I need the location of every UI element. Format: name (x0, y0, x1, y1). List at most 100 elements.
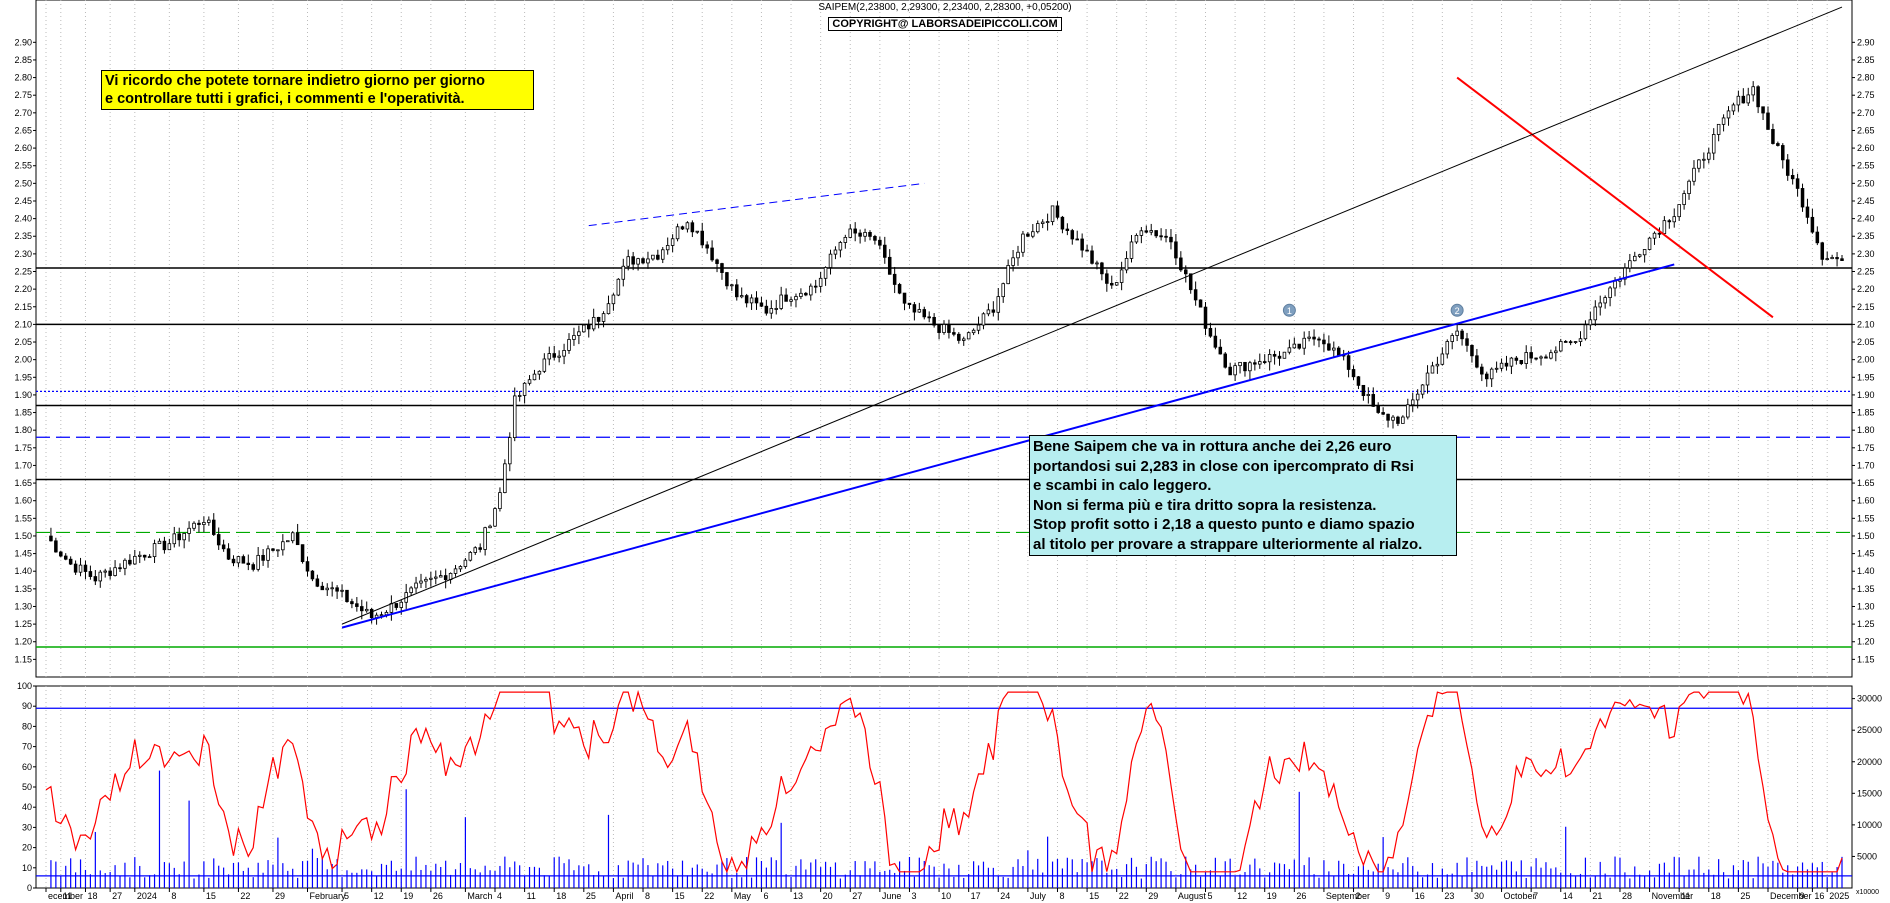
rsi-tick-label: 60 (22, 762, 32, 772)
candle-body (1484, 373, 1489, 380)
candle-body (1623, 267, 1627, 280)
candle-body (927, 316, 931, 319)
x-tick-label: 13 (793, 891, 803, 901)
x-tick-label: 22 (1119, 891, 1129, 901)
candle-body (108, 570, 112, 576)
x-tick-label: 25 (586, 891, 596, 901)
x-tick-label: 5 (344, 891, 349, 901)
candle-body (1539, 356, 1543, 359)
candle-body (1470, 344, 1474, 357)
candle-body (537, 370, 542, 375)
x-tick-label: 18 (87, 891, 97, 901)
candle-body (567, 339, 571, 351)
candle-body (1016, 251, 1020, 259)
candle-body (833, 249, 838, 255)
candle-body (848, 228, 853, 238)
candle-body (971, 329, 976, 334)
candle-body (1085, 249, 1089, 252)
candle-body (295, 532, 300, 546)
candle-body (1100, 262, 1104, 275)
candle-body (1011, 257, 1015, 266)
candle-body (286, 540, 290, 543)
x-tick-label: August (1178, 891, 1207, 901)
candle-body (1174, 241, 1178, 259)
rsi-tick-label: 40 (22, 802, 32, 812)
candle-body (1771, 129, 1775, 144)
candle-body (1652, 232, 1657, 239)
candle-body (818, 277, 823, 287)
x-tick-label: 15 (675, 891, 685, 901)
candle-body (1460, 330, 1464, 340)
price-tick-label-right: 1.25 (1857, 619, 1875, 629)
candle-body (1475, 355, 1479, 368)
candle-body (305, 561, 310, 572)
candle-body (764, 305, 769, 314)
candle-body (473, 547, 478, 553)
candle-body (483, 527, 487, 550)
candle-body (957, 333, 961, 341)
candle-body (744, 295, 749, 304)
candle-body (1687, 180, 1691, 194)
rsi-tick-label: 90 (22, 701, 32, 711)
candle-body (508, 437, 512, 465)
candle-body (1692, 167, 1696, 182)
candle-body (917, 309, 922, 313)
candle-body (784, 294, 788, 302)
candle-body (300, 544, 305, 563)
candle-body (1613, 280, 1617, 289)
candle-body (591, 316, 596, 330)
candle-body (769, 308, 774, 314)
candle-body (725, 272, 729, 287)
pattern-marker (1282, 303, 1296, 317)
x-tick-label: 8 (171, 891, 176, 901)
candle-body (843, 237, 848, 243)
candle-body (661, 249, 665, 260)
candle-body (73, 563, 78, 573)
price-tick-label-left: 1.20 (14, 637, 32, 647)
candle-body (1144, 230, 1149, 233)
price-tick-label-right: 1.90 (1857, 390, 1875, 400)
info-note: Vi ricordo che potete tornare indietro g… (101, 70, 534, 110)
price-tick-label-left: 1.45 (14, 549, 32, 559)
price-tick-label-right: 2.45 (1857, 196, 1875, 206)
candle-body (123, 559, 127, 569)
candle-body (1218, 346, 1223, 355)
candle-body (774, 308, 778, 310)
candle-body (1746, 94, 1751, 104)
x-tick-label: November (1652, 891, 1694, 901)
price-tick-label-right: 1.75 (1857, 443, 1875, 453)
trend-line (341, 6, 1843, 625)
x-tick-label: June (882, 891, 902, 901)
trend-line (341, 263, 1675, 629)
candle-body (1114, 282, 1119, 286)
price-tick-label-right: 2.75 (1857, 90, 1875, 100)
x-tick-label: 15 (1089, 891, 1099, 901)
x-tick-label: 8 (645, 891, 650, 901)
candle-body (1228, 366, 1232, 376)
price-tick-label-left: 2.10 (14, 319, 32, 329)
candle-body (616, 278, 621, 296)
candle-body (1361, 384, 1366, 396)
candle-body (152, 543, 157, 558)
candle-body (1790, 175, 1795, 180)
candle-body (118, 567, 122, 570)
x-tick-label: October (1504, 891, 1536, 901)
candle-body (1410, 399, 1415, 406)
candle-body (162, 540, 167, 551)
candle-body (1119, 269, 1124, 283)
rsi-tick-label: 30 (22, 822, 32, 832)
candle-body (863, 232, 867, 237)
price-tick-label-right: 2.05 (1857, 337, 1875, 347)
candle-body (241, 556, 246, 564)
rsi-line (45, 689, 1843, 874)
candle-body (1440, 353, 1445, 365)
x-tick-label: 3 (911, 891, 916, 901)
candle-body (1795, 178, 1800, 189)
price-tick-label-right: 1.85 (1857, 408, 1875, 418)
candle-body (858, 232, 862, 237)
candle-body (266, 548, 270, 561)
price-tick-label-left: 2.65 (14, 125, 32, 135)
rsi-tick-label: 0 (27, 883, 32, 893)
price-tick-label-right: 1.70 (1857, 460, 1875, 470)
candle-body (103, 570, 107, 573)
